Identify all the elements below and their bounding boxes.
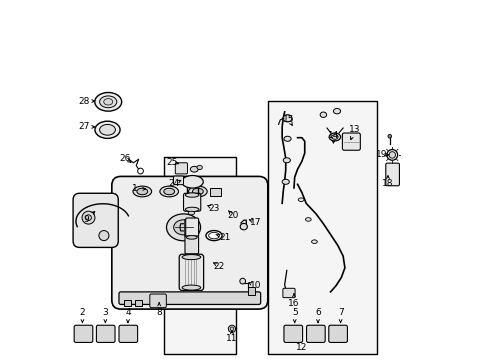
Circle shape [99, 230, 109, 240]
FancyBboxPatch shape [112, 176, 267, 309]
Circle shape [239, 278, 245, 284]
Bar [124, 300, 131, 306]
FancyBboxPatch shape [328, 325, 346, 342]
Ellipse shape [188, 186, 207, 197]
Text: 4: 4 [125, 308, 130, 317]
Ellipse shape [305, 218, 310, 221]
Text: 23: 23 [208, 204, 220, 213]
Ellipse shape [100, 125, 115, 135]
Text: 19: 19 [375, 150, 387, 159]
Ellipse shape [386, 149, 397, 160]
Ellipse shape [190, 166, 198, 172]
Ellipse shape [100, 96, 117, 108]
Ellipse shape [205, 230, 222, 240]
FancyBboxPatch shape [284, 325, 302, 342]
Bar [163, 157, 235, 354]
Circle shape [230, 327, 233, 330]
Circle shape [85, 215, 91, 221]
Text: 26: 26 [120, 154, 131, 163]
Ellipse shape [95, 121, 120, 138]
Ellipse shape [320, 112, 326, 117]
Text: 6: 6 [314, 308, 320, 317]
Ellipse shape [192, 188, 203, 195]
Text: 11: 11 [226, 334, 237, 343]
Ellipse shape [311, 240, 317, 243]
Ellipse shape [283, 115, 291, 122]
Text: 21: 21 [219, 233, 230, 242]
Text: 8: 8 [156, 308, 162, 317]
Text: 7: 7 [337, 308, 343, 317]
Circle shape [387, 134, 391, 138]
Bar [210, 188, 221, 196]
Text: 1: 1 [132, 184, 138, 193]
Text: 12: 12 [296, 343, 307, 352]
Ellipse shape [133, 186, 151, 197]
Text: 13: 13 [348, 125, 360, 134]
FancyBboxPatch shape [179, 254, 203, 291]
FancyBboxPatch shape [184, 236, 198, 254]
Ellipse shape [160, 186, 178, 197]
Text: 16: 16 [287, 299, 299, 308]
Ellipse shape [103, 99, 112, 105]
FancyBboxPatch shape [73, 193, 118, 247]
Ellipse shape [163, 188, 174, 195]
FancyBboxPatch shape [96, 325, 115, 342]
FancyBboxPatch shape [183, 193, 201, 211]
Text: 24: 24 [168, 179, 179, 188]
Ellipse shape [283, 158, 290, 163]
Text: 18: 18 [382, 179, 393, 188]
Bar [247, 287, 255, 296]
FancyBboxPatch shape [119, 292, 260, 305]
FancyBboxPatch shape [282, 288, 294, 298]
Text: 9: 9 [83, 215, 89, 224]
Ellipse shape [182, 255, 201, 260]
Ellipse shape [173, 220, 193, 235]
FancyBboxPatch shape [149, 294, 166, 308]
Ellipse shape [328, 133, 340, 141]
Ellipse shape [208, 232, 219, 239]
Ellipse shape [95, 93, 122, 111]
Ellipse shape [182, 176, 203, 188]
Text: 25: 25 [166, 158, 177, 167]
Text: 27: 27 [78, 122, 89, 131]
Text: 3: 3 [102, 308, 108, 317]
Ellipse shape [284, 136, 290, 141]
Text: 17: 17 [249, 218, 261, 227]
Ellipse shape [197, 165, 202, 170]
Ellipse shape [298, 198, 304, 202]
Ellipse shape [137, 188, 147, 195]
FancyBboxPatch shape [173, 176, 183, 185]
Text: 14: 14 [327, 131, 339, 140]
Ellipse shape [185, 207, 199, 212]
Ellipse shape [188, 211, 194, 215]
Text: 5: 5 [291, 308, 297, 317]
Text: 28: 28 [78, 96, 89, 105]
Text: 2: 2 [80, 308, 85, 317]
Bar [267, 101, 376, 354]
Bar [135, 300, 142, 306]
Circle shape [137, 168, 143, 174]
Ellipse shape [331, 135, 337, 139]
Text: 22: 22 [213, 262, 224, 271]
FancyBboxPatch shape [175, 163, 187, 174]
Circle shape [82, 211, 95, 224]
FancyBboxPatch shape [342, 133, 360, 150]
Ellipse shape [185, 193, 199, 197]
Ellipse shape [182, 285, 201, 290]
Ellipse shape [333, 108, 340, 114]
Ellipse shape [388, 152, 395, 158]
Text: 10: 10 [249, 281, 261, 290]
Text: 20: 20 [227, 211, 238, 220]
FancyBboxPatch shape [385, 163, 399, 186]
FancyBboxPatch shape [185, 218, 198, 237]
Circle shape [228, 325, 235, 332]
Text: 15: 15 [282, 114, 293, 123]
Ellipse shape [166, 214, 200, 241]
Ellipse shape [240, 224, 247, 230]
Ellipse shape [186, 235, 197, 239]
Ellipse shape [282, 179, 289, 184]
FancyBboxPatch shape [74, 325, 93, 342]
FancyBboxPatch shape [306, 325, 325, 342]
FancyBboxPatch shape [119, 325, 137, 342]
